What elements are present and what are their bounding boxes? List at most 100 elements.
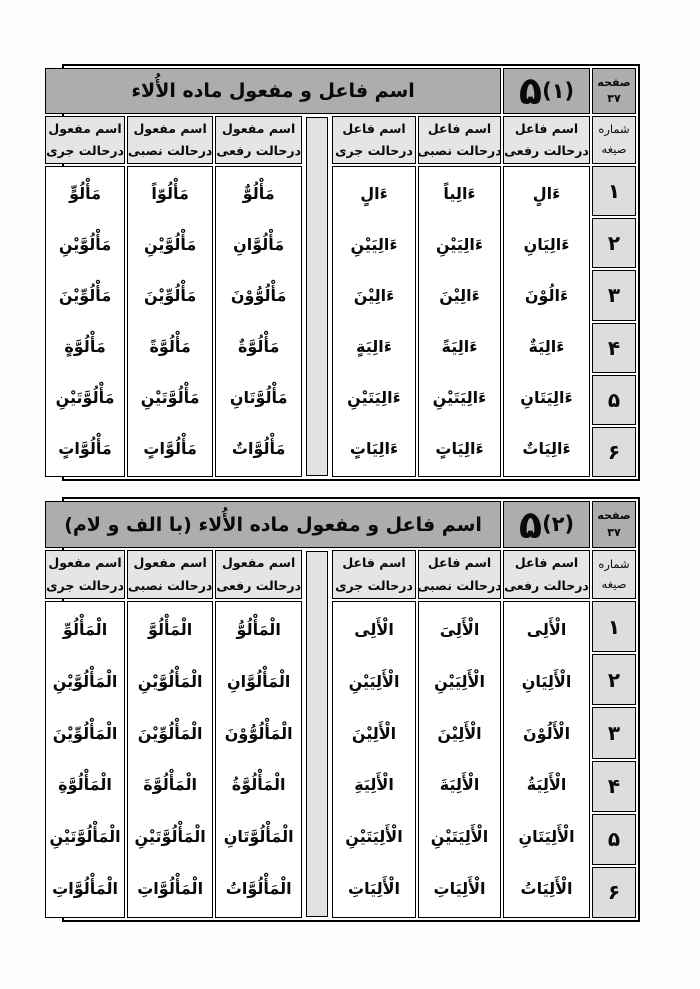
word: ءَالِیَاتٌ bbox=[522, 438, 571, 458]
table-number-digit: ۵ bbox=[518, 502, 543, 547]
word-column-mafool-nasbi: الْمَأْلُوَّ الْمَأْلُوَّیْنِ الْمَأْلُو… bbox=[126, 601, 214, 918]
word-column-faal-jarri: ءَالٍ ءَالِیَیْنِ ءَالِیْنَ ءَالِیَةٍ ءَ… bbox=[332, 166, 416, 477]
word-column-mafool-rafi: مَأْلُوٌّ مَأْلُوَّانِ مَأْلُوُّوْنَ مَأ… bbox=[215, 166, 302, 477]
column-header-mafool-rafi: اسم مفعول درحالت رفعی bbox=[215, 550, 302, 599]
word: الْأَلُوْنَ bbox=[522, 723, 571, 743]
column-header-mafool-jarri: اسم مفعول درحالت جری bbox=[45, 550, 125, 599]
word-column-faal-nasbi: الْأَلِیَ الْأَلِیَیْنِ الْأَلِیْنَ الْأ… bbox=[418, 601, 501, 918]
serial-number: ۴ bbox=[592, 760, 636, 812]
word: مَأْلُوَّیْنِ bbox=[143, 235, 197, 255]
table-number-digit: ۵ bbox=[518, 69, 543, 113]
word: الْمَأْلُوَّیْنِ bbox=[52, 671, 118, 691]
serial-number: ۱ bbox=[592, 601, 636, 653]
word: ءَالِیَتَیْنِ bbox=[347, 387, 401, 407]
word: الْمَأْلُوَّةَ bbox=[143, 775, 197, 795]
serial-number: ۳ bbox=[592, 270, 636, 321]
table-number-paren: (۱) bbox=[542, 78, 575, 103]
word-column-mafool-rafi: الْمَأْلُوُّ الْمَأْلُوَّانِ الْمَأْلُوُ… bbox=[215, 601, 302, 918]
word: ءَالِیَاتٍ bbox=[435, 438, 484, 458]
column-header-faal-nasbi: اسم فاعل درحالت نصبی bbox=[417, 116, 502, 164]
word: الْأَلِیَتَیْنِ bbox=[430, 827, 489, 847]
word: مَأْلُوِّیْنَ bbox=[143, 286, 197, 306]
word: مَأْلُوَّاتٍ bbox=[58, 438, 112, 458]
serial-number: ۲ bbox=[592, 654, 636, 706]
page-number-cell: صفحه ۳۷ bbox=[592, 68, 636, 114]
word: ءَالِیَیْنِ bbox=[350, 235, 398, 255]
word: مَأْلُوٌّ bbox=[242, 184, 275, 204]
word-column-faal-rafi: الْأَلِی الْأَلِیَانِ الْأَلُوْنَ الْأَل… bbox=[503, 601, 590, 918]
word: ءَالٍ bbox=[360, 184, 388, 204]
word: الْأَلِیَاتِ bbox=[433, 879, 486, 899]
word: الْأَلِیْنَ bbox=[437, 723, 482, 743]
word: الْأَلِی bbox=[526, 619, 567, 639]
word: الْمَأْلُوِّ bbox=[62, 619, 108, 639]
word: مَأْلُوَّتَانِ bbox=[229, 387, 288, 407]
word-column-mafool-jarri: الْمَأْلُوِّ الْمَأْلُوَّیْنِ الْمَأْلُو… bbox=[45, 601, 125, 918]
table-title: اسم فاعل و مفعول ماده الأُلاء bbox=[45, 68, 501, 114]
serial-number: ۶ bbox=[592, 866, 636, 918]
word-column-faal-nasbi: ءَالِیاً ءَالِیَیْنِ ءَالِیْنَ ءَالِیَةً… bbox=[418, 166, 501, 477]
column-header-mafool-jarri: اسم مفعول درحالت جری bbox=[45, 116, 125, 164]
word: الْمَأْلُوِّیْنَ bbox=[52, 723, 118, 743]
word-column-faal-jarri: الْأَلِی الْأَلِیَیْنِ الْأَلِیْنَ الْأَ… bbox=[332, 601, 416, 918]
word: الْأَلِیَةَ bbox=[439, 775, 480, 795]
word: الْأَلِیَةِ bbox=[354, 775, 394, 795]
word: مَأْلُوَّاتٌ bbox=[231, 438, 286, 458]
word: الْأَلِیَیْنِ bbox=[434, 671, 485, 691]
word-column-faal-rafi: ءَالٍ ءَالِیَانِ ءَالُوْنَ ءَالِیَةٌ ءَا… bbox=[503, 166, 590, 477]
word: الْأَلِیَ bbox=[439, 619, 480, 639]
word: الْأَلِیَانِ bbox=[521, 671, 572, 691]
serial-column-header: شماره صیغه bbox=[592, 550, 636, 599]
serial-header-line1: شماره bbox=[598, 122, 630, 137]
page-number-cell: صفحه ۳۷ bbox=[592, 501, 636, 548]
word: مَأْلُوَّةً bbox=[149, 336, 191, 356]
word: الْأَلِیَاتِ bbox=[347, 879, 401, 899]
word: الْأَلِیَیْنِ bbox=[348, 671, 400, 691]
serial-number: ۵ bbox=[592, 374, 636, 425]
word: الْأَلِیَتَانِ bbox=[518, 827, 575, 847]
word: مَأْلُوَّتَیْنِ bbox=[55, 387, 115, 407]
serial-column-header: شماره صیغه bbox=[592, 116, 636, 164]
column-header-mafool-nasbi: اسم مفعول درحالت نصبی bbox=[126, 116, 214, 164]
word: الْأَلِیَتَیْنِ bbox=[345, 827, 403, 847]
column-header-faal-rafi: اسم فاعل درحالت رفعی bbox=[503, 550, 590, 599]
serial-header-line2: صیغه bbox=[601, 142, 627, 156]
conjugation-table-5-1: صفحه ۳۷ ۵ (۱) اسم فاعل و مفعول ماده الأُ… bbox=[45, 64, 640, 481]
table-title: اسم فاعل و مفعول ماده الأُلاء (با الف و … bbox=[45, 501, 501, 548]
word: ءَالِیاً bbox=[443, 184, 476, 204]
column-header-faal-nasbi: اسم فاعل درحالت نصبی bbox=[417, 550, 502, 599]
word: الْمَأْلُوَّاتُ bbox=[225, 879, 292, 899]
table-number-paren: (۲) bbox=[542, 512, 575, 536]
serial-number: ۲ bbox=[592, 218, 636, 269]
word: الْمَأْلُوَّاتِ bbox=[137, 879, 204, 899]
page-number: ۳۷ bbox=[607, 92, 621, 105]
separator-strip bbox=[306, 551, 328, 917]
serial-header-line2: صیغه bbox=[601, 576, 627, 591]
serial-number: ۶ bbox=[592, 426, 636, 477]
word: الْمَأْلُوَّةِ bbox=[58, 775, 112, 795]
word: ءَالِیْنَ bbox=[353, 286, 395, 306]
word: مَأْلُوَّتَیْنِ bbox=[140, 387, 200, 407]
word: ءَالِیَیْنِ bbox=[435, 235, 484, 255]
word: مَأْلُوَّاتٍ bbox=[143, 438, 197, 458]
word: مَأْلُوَّةٌ bbox=[237, 336, 280, 356]
table-number-cell: ۵ (۱) bbox=[503, 68, 590, 114]
column-header-faal-rafi: اسم فاعل درحالت رفعی bbox=[503, 116, 590, 164]
word: الْأَلِی bbox=[354, 619, 394, 639]
word: الْمَأْلُوُّ bbox=[236, 619, 281, 639]
word: ءَالِیَانِ bbox=[523, 235, 570, 255]
word: ءَالِیَةٌ bbox=[528, 336, 565, 356]
column-header-mafool-rafi: اسم مفعول درحالت رفعی bbox=[215, 116, 302, 164]
word: ءَالِیَةً bbox=[441, 336, 478, 356]
word: ءَالِیْنَ bbox=[439, 286, 480, 306]
serial-header-line1: شماره bbox=[598, 556, 630, 571]
table-number-cell: ۵ (۲) bbox=[503, 501, 590, 548]
word: الْمَأْلُوَّتَانِ bbox=[223, 827, 294, 847]
column-header-faal-jarri: اسم فاعل درحالت جری bbox=[332, 550, 416, 599]
word: الْمَأْلُوَّانِ bbox=[226, 671, 291, 691]
page-label: صفحه bbox=[597, 75, 631, 89]
word: مَأْلُوٍّ bbox=[69, 184, 102, 204]
column-header-mafool-nasbi: اسم مفعول درحالت نصبی bbox=[126, 550, 214, 599]
word: مَأْلُوَّیْنِ bbox=[58, 235, 112, 255]
word: الْمَأْلُوَّیْنِ bbox=[137, 671, 203, 691]
